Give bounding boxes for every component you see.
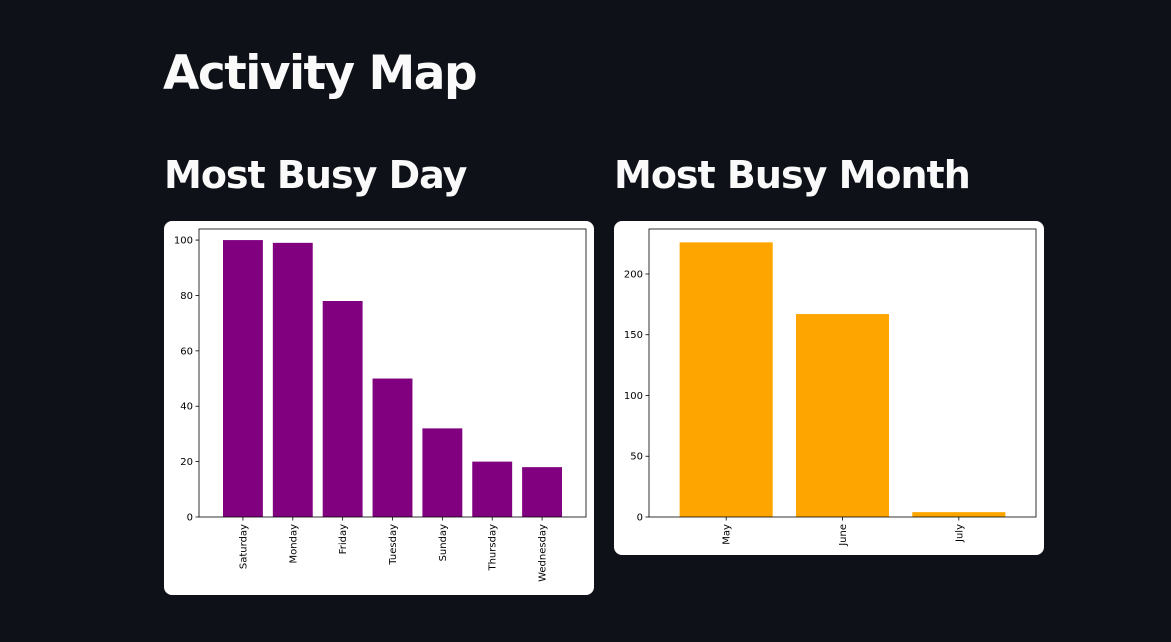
busy-day-bar-monday [272,242,313,517]
busy-day-bar-tuesday [372,378,413,517]
busy-month-ytick-label: 100 [624,391,643,402]
busy-month-bar-june [795,314,890,517]
busy-day-bar-sunday [422,428,463,517]
busy-day-xtick-label-tuesday: Tuesday [388,524,399,566]
busy-day-xtick-label-saturday: Saturday [238,524,249,569]
busy-day-ytick-label: 80 [180,291,193,302]
busy-day-ytick-label: 20 [180,457,193,468]
busy-month-ytick-label: 50 [630,452,643,463]
busy-day-bar-friday [322,301,363,517]
busy-day-bar-thursday [472,461,513,517]
busy-day-ytick-label: 0 [187,513,193,524]
busy-day-xtick-label-friday: Friday [338,524,349,554]
page-title: Activity Map [163,46,478,101]
busy-month-xtick-label-july: July [954,524,965,543]
busy-month-ytick-label: 200 [624,269,643,280]
busy-day-ytick-label: 100 [174,236,193,247]
busy-month-xtick-label-may: May [722,524,733,545]
busy-day-bar-wednesday [522,467,563,517]
busy-day-bar-saturday [222,240,263,517]
busy-month-ytick-label: 150 [624,330,643,341]
busy-day-chart: 0 20 40 60 80 100 Saturday Monday Friday Tuesday S… [174,228,587,582]
busy-day-chart-card: 0 20 40 60 80 100 Saturday Monday Friday Tuesday S… [164,221,594,595]
busy-day-xtick-label-monday: Monday [288,524,299,564]
busy-day-xtick-label-thursday: Thursday [488,524,499,572]
busy-month-chart: 0 50 100 150 200 May June July [624,228,1037,547]
busy-month-bar-may [679,242,773,517]
busy-month-bar-july [912,512,1006,517]
section-title-busy-day: Most Busy Day [164,153,467,197]
busy-month-xtick-label-june: June [838,524,849,547]
busy-day-ytick-label: 40 [180,402,193,413]
busy-day-xtick-label-wednesday: Wednesday [538,524,549,582]
busy-month-ytick-label: 0 [637,513,643,524]
busy-month-chart-card: 0 50 100 150 200 May June July [614,221,1044,555]
busy-day-ytick-label: 60 [180,346,193,357]
section-title-busy-month: Most Busy Month [614,153,971,197]
busy-day-xtick-label-sunday: Sunday [438,524,449,561]
